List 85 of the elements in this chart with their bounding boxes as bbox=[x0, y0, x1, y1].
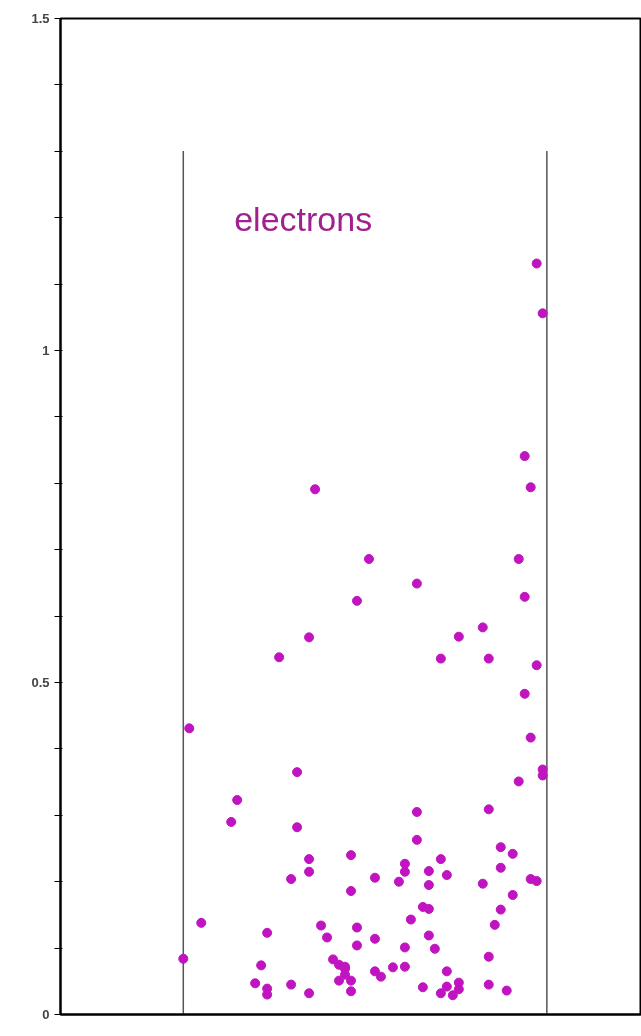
point bbox=[232, 795, 243, 806]
point bbox=[477, 622, 488, 633]
point bbox=[423, 930, 434, 941]
y-tick-label: 0.5 bbox=[31, 675, 50, 690]
point bbox=[346, 886, 356, 896]
point bbox=[286, 979, 297, 990]
point bbox=[483, 653, 494, 664]
point bbox=[525, 874, 536, 885]
point bbox=[441, 966, 452, 977]
point bbox=[513, 554, 524, 564]
point bbox=[292, 767, 303, 778]
point bbox=[316, 920, 327, 931]
point bbox=[441, 981, 452, 992]
point bbox=[304, 854, 315, 865]
point bbox=[310, 484, 321, 495]
point bbox=[256, 960, 267, 971]
point bbox=[441, 870, 452, 881]
point bbox=[489, 919, 500, 930]
point bbox=[322, 932, 333, 943]
point bbox=[411, 806, 422, 817]
point bbox=[399, 858, 410, 869]
point bbox=[292, 822, 303, 833]
point bbox=[513, 776, 524, 787]
point bbox=[274, 652, 285, 663]
point bbox=[453, 631, 464, 642]
point bbox=[423, 880, 434, 891]
point bbox=[483, 951, 494, 962]
point bbox=[351, 922, 362, 933]
point bbox=[525, 732, 536, 743]
point bbox=[399, 866, 410, 877]
point bbox=[346, 986, 356, 997]
point bbox=[262, 927, 273, 938]
point bbox=[495, 904, 506, 915]
annotation: electrons bbox=[234, 199, 373, 238]
point bbox=[531, 660, 542, 671]
point bbox=[411, 578, 422, 589]
point bbox=[387, 962, 398, 973]
point bbox=[346, 850, 356, 861]
point bbox=[399, 942, 410, 953]
point bbox=[435, 854, 446, 865]
point bbox=[495, 862, 506, 873]
point bbox=[507, 848, 518, 859]
point bbox=[184, 723, 195, 734]
point bbox=[429, 943, 440, 954]
point bbox=[363, 554, 374, 564]
point bbox=[501, 985, 512, 996]
point bbox=[196, 917, 207, 928]
point bbox=[351, 595, 362, 606]
point bbox=[226, 816, 237, 827]
point bbox=[435, 988, 446, 999]
point bbox=[178, 953, 189, 964]
y-tick-label: 1.5 bbox=[31, 11, 50, 26]
point bbox=[405, 914, 416, 925]
point bbox=[304, 988, 315, 999]
point bbox=[334, 975, 345, 986]
point bbox=[495, 842, 506, 853]
point bbox=[411, 834, 422, 845]
point bbox=[351, 940, 362, 951]
point bbox=[537, 308, 548, 319]
point bbox=[519, 451, 530, 462]
point bbox=[369, 966, 380, 977]
point bbox=[393, 876, 404, 887]
point bbox=[304, 866, 315, 877]
point bbox=[483, 804, 494, 815]
point bbox=[507, 889, 518, 900]
point bbox=[286, 874, 297, 885]
point bbox=[417, 982, 428, 993]
y-tick-label: 0 bbox=[42, 1007, 50, 1022]
y-tick-label: 1 bbox=[42, 343, 50, 358]
point bbox=[346, 975, 356, 986]
point bbox=[525, 482, 536, 493]
point bbox=[483, 979, 494, 990]
point bbox=[435, 653, 446, 664]
point bbox=[423, 903, 434, 914]
point bbox=[423, 866, 434, 877]
point bbox=[447, 990, 458, 1001]
point bbox=[477, 878, 488, 889]
point bbox=[519, 591, 530, 602]
point bbox=[519, 688, 530, 699]
point bbox=[399, 961, 410, 972]
point bbox=[369, 872, 380, 883]
point bbox=[304, 632, 315, 643]
point bbox=[369, 933, 380, 944]
point bbox=[250, 978, 261, 989]
point bbox=[531, 258, 542, 269]
